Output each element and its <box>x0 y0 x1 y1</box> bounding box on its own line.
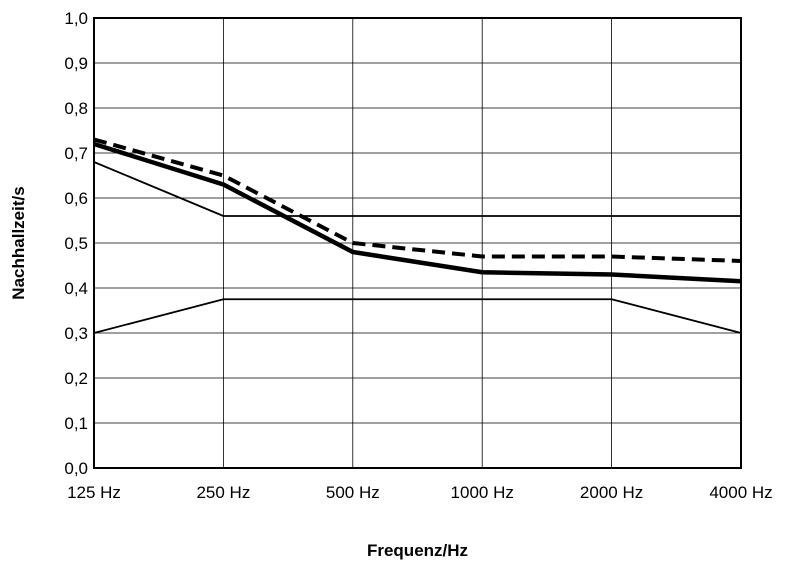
x-tick-label: 4000 Hz <box>709 483 772 502</box>
y-tick-label: 0,4 <box>64 279 88 298</box>
series-line-thin <box>93 161 741 217</box>
x-tick-labels: 125 Hz 250 Hz 500 Hz 1000 Hz 2000 Hz 4000 Hz <box>67 483 773 502</box>
y-tick-label: 0,5 <box>64 234 88 253</box>
x-tick-label: 500 Hz <box>326 483 380 502</box>
y-tick-label: 0,2 <box>64 369 88 388</box>
x-axis-label: Frequenz/Hz <box>367 541 468 560</box>
y-tick-label: 0,9 <box>64 54 88 73</box>
y-tick-label: 1,0 <box>64 9 88 28</box>
y-tick-labels: 0,0 0,1 0,2 0,3 0,4 0,5 0,6 0,7 0,8 0,9 1,0 <box>64 9 88 478</box>
x-tick-label: 2000 Hz <box>580 483 643 502</box>
series-lines <box>93 137 742 334</box>
series-line-dashed <box>93 137 742 263</box>
grid-lines <box>94 18 741 468</box>
y-tick-label: 0,8 <box>64 99 88 118</box>
x-tick-label: 1000 Hz <box>451 483 514 502</box>
y-tick-label: 0,7 <box>64 144 88 163</box>
x-tick-label: 250 Hz <box>196 483 250 502</box>
y-tick-label: 0,1 <box>64 414 88 433</box>
series-line-thick <box>93 141 742 284</box>
y-tick-label: 0,3 <box>64 324 88 343</box>
y-tick-label: 0,0 <box>64 459 88 478</box>
plot-frame <box>93 17 742 469</box>
series-line-thin <box>93 298 742 334</box>
y-axis-label: Nachhallzeit/s <box>9 186 28 299</box>
y-tick-label: 0,6 <box>64 189 88 208</box>
x-tick-label: 125 Hz <box>67 483 121 502</box>
